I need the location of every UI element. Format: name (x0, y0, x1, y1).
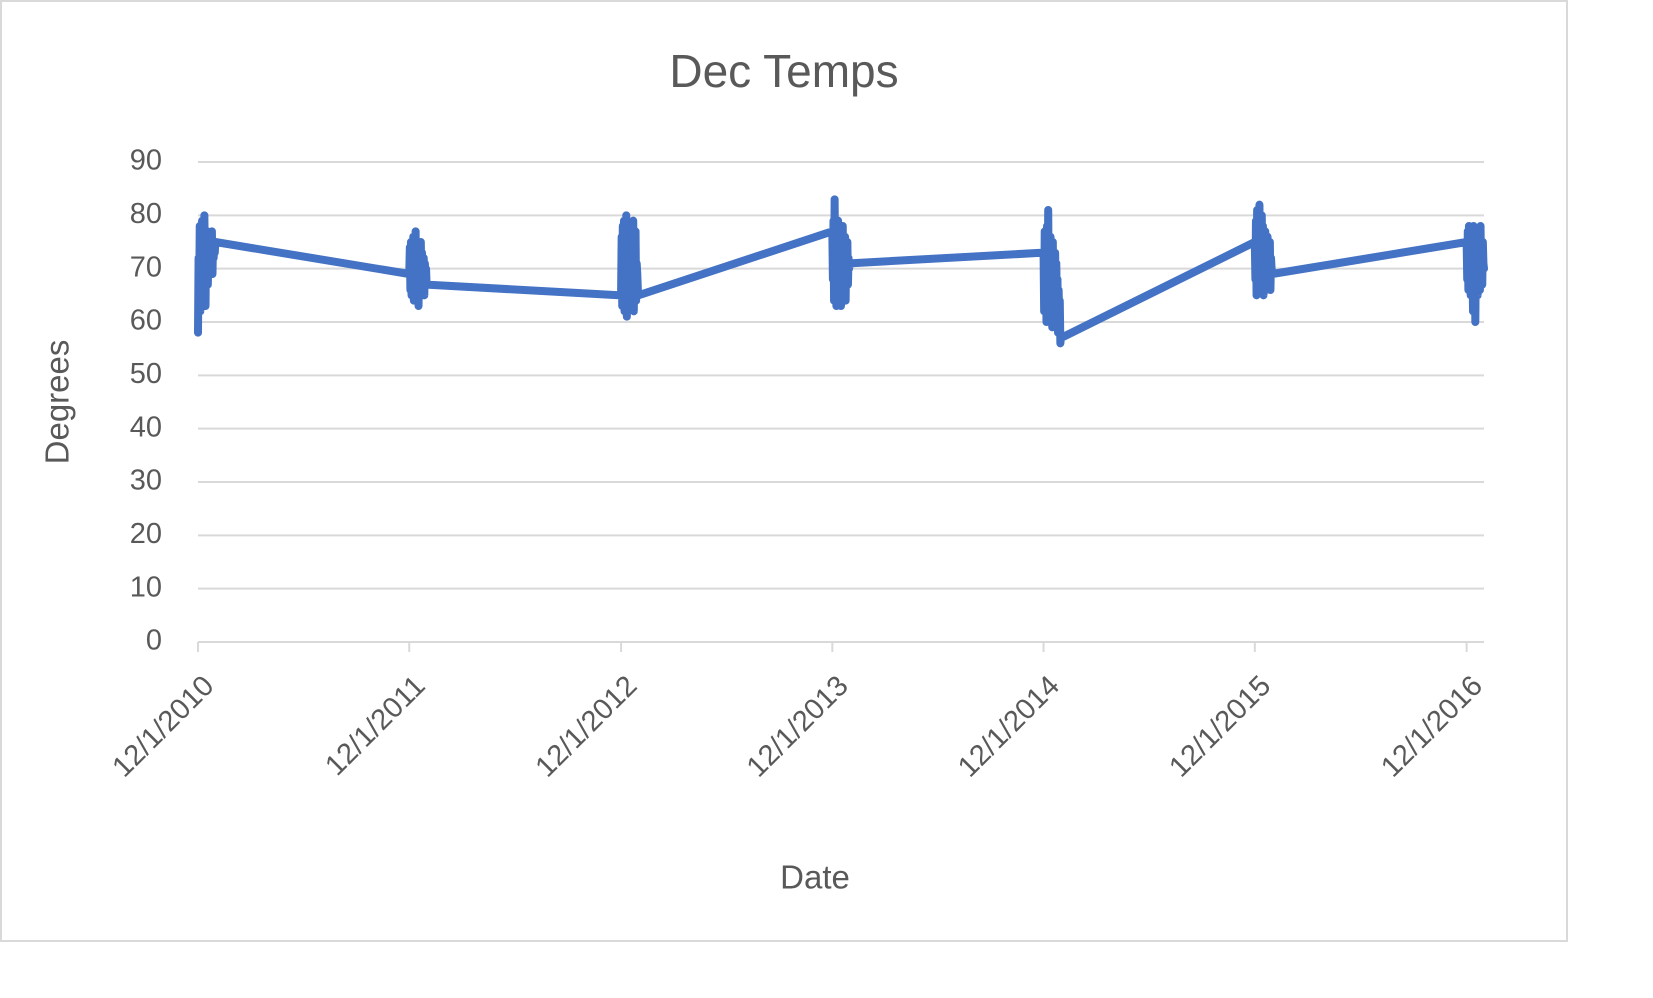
y-tick-label: 20 (130, 518, 162, 550)
y-tick-label: 50 (130, 358, 162, 390)
y-tick-label: 70 (130, 251, 162, 283)
y-tick-label: 30 (130, 465, 162, 497)
y-tick-label: 80 (130, 198, 162, 230)
y-tick-label: 90 (130, 145, 162, 177)
y-axis-label: Degrees (39, 340, 76, 465)
y-tick-label: 0 (146, 625, 162, 657)
chart-border (0, 0, 1568, 942)
y-tick-label: 10 (130, 571, 162, 603)
y-tick-label: 40 (130, 411, 162, 443)
y-tick-label: 60 (130, 305, 162, 337)
chart-title: Dec Temps (669, 45, 898, 97)
data-line (194, 195, 1488, 348)
x-axis-label: Date (780, 859, 850, 896)
